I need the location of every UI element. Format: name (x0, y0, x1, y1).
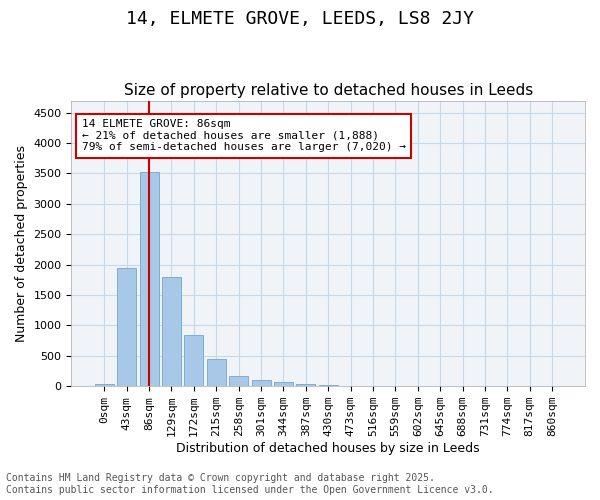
Bar (319, 385, 338, 386)
Bar (229, 376, 248, 386)
Bar (95, 384, 114, 386)
Bar (162, 277, 181, 386)
Bar (296, 384, 316, 386)
Bar (184, 334, 203, 386)
Bar (207, 358, 226, 386)
Title: Size of property relative to detached houses in Leeds: Size of property relative to detached ho… (124, 83, 533, 98)
X-axis label: Distribution of detached houses by size in Leeds: Distribution of detached houses by size … (176, 442, 480, 455)
Y-axis label: Number of detached properties: Number of detached properties (15, 145, 28, 342)
Bar (251, 380, 271, 386)
Text: 14 ELMETE GROVE: 86sqm
← 21% of detached houses are smaller (1,888)
79% of semi-: 14 ELMETE GROVE: 86sqm ← 21% of detached… (82, 119, 406, 152)
Bar (274, 382, 293, 386)
Bar (117, 268, 136, 386)
Text: 14, ELMETE GROVE, LEEDS, LS8 2JY: 14, ELMETE GROVE, LEEDS, LS8 2JY (126, 10, 474, 28)
Bar (140, 172, 158, 386)
Text: Contains HM Land Registry data © Crown copyright and database right 2025.
Contai: Contains HM Land Registry data © Crown c… (6, 474, 494, 495)
